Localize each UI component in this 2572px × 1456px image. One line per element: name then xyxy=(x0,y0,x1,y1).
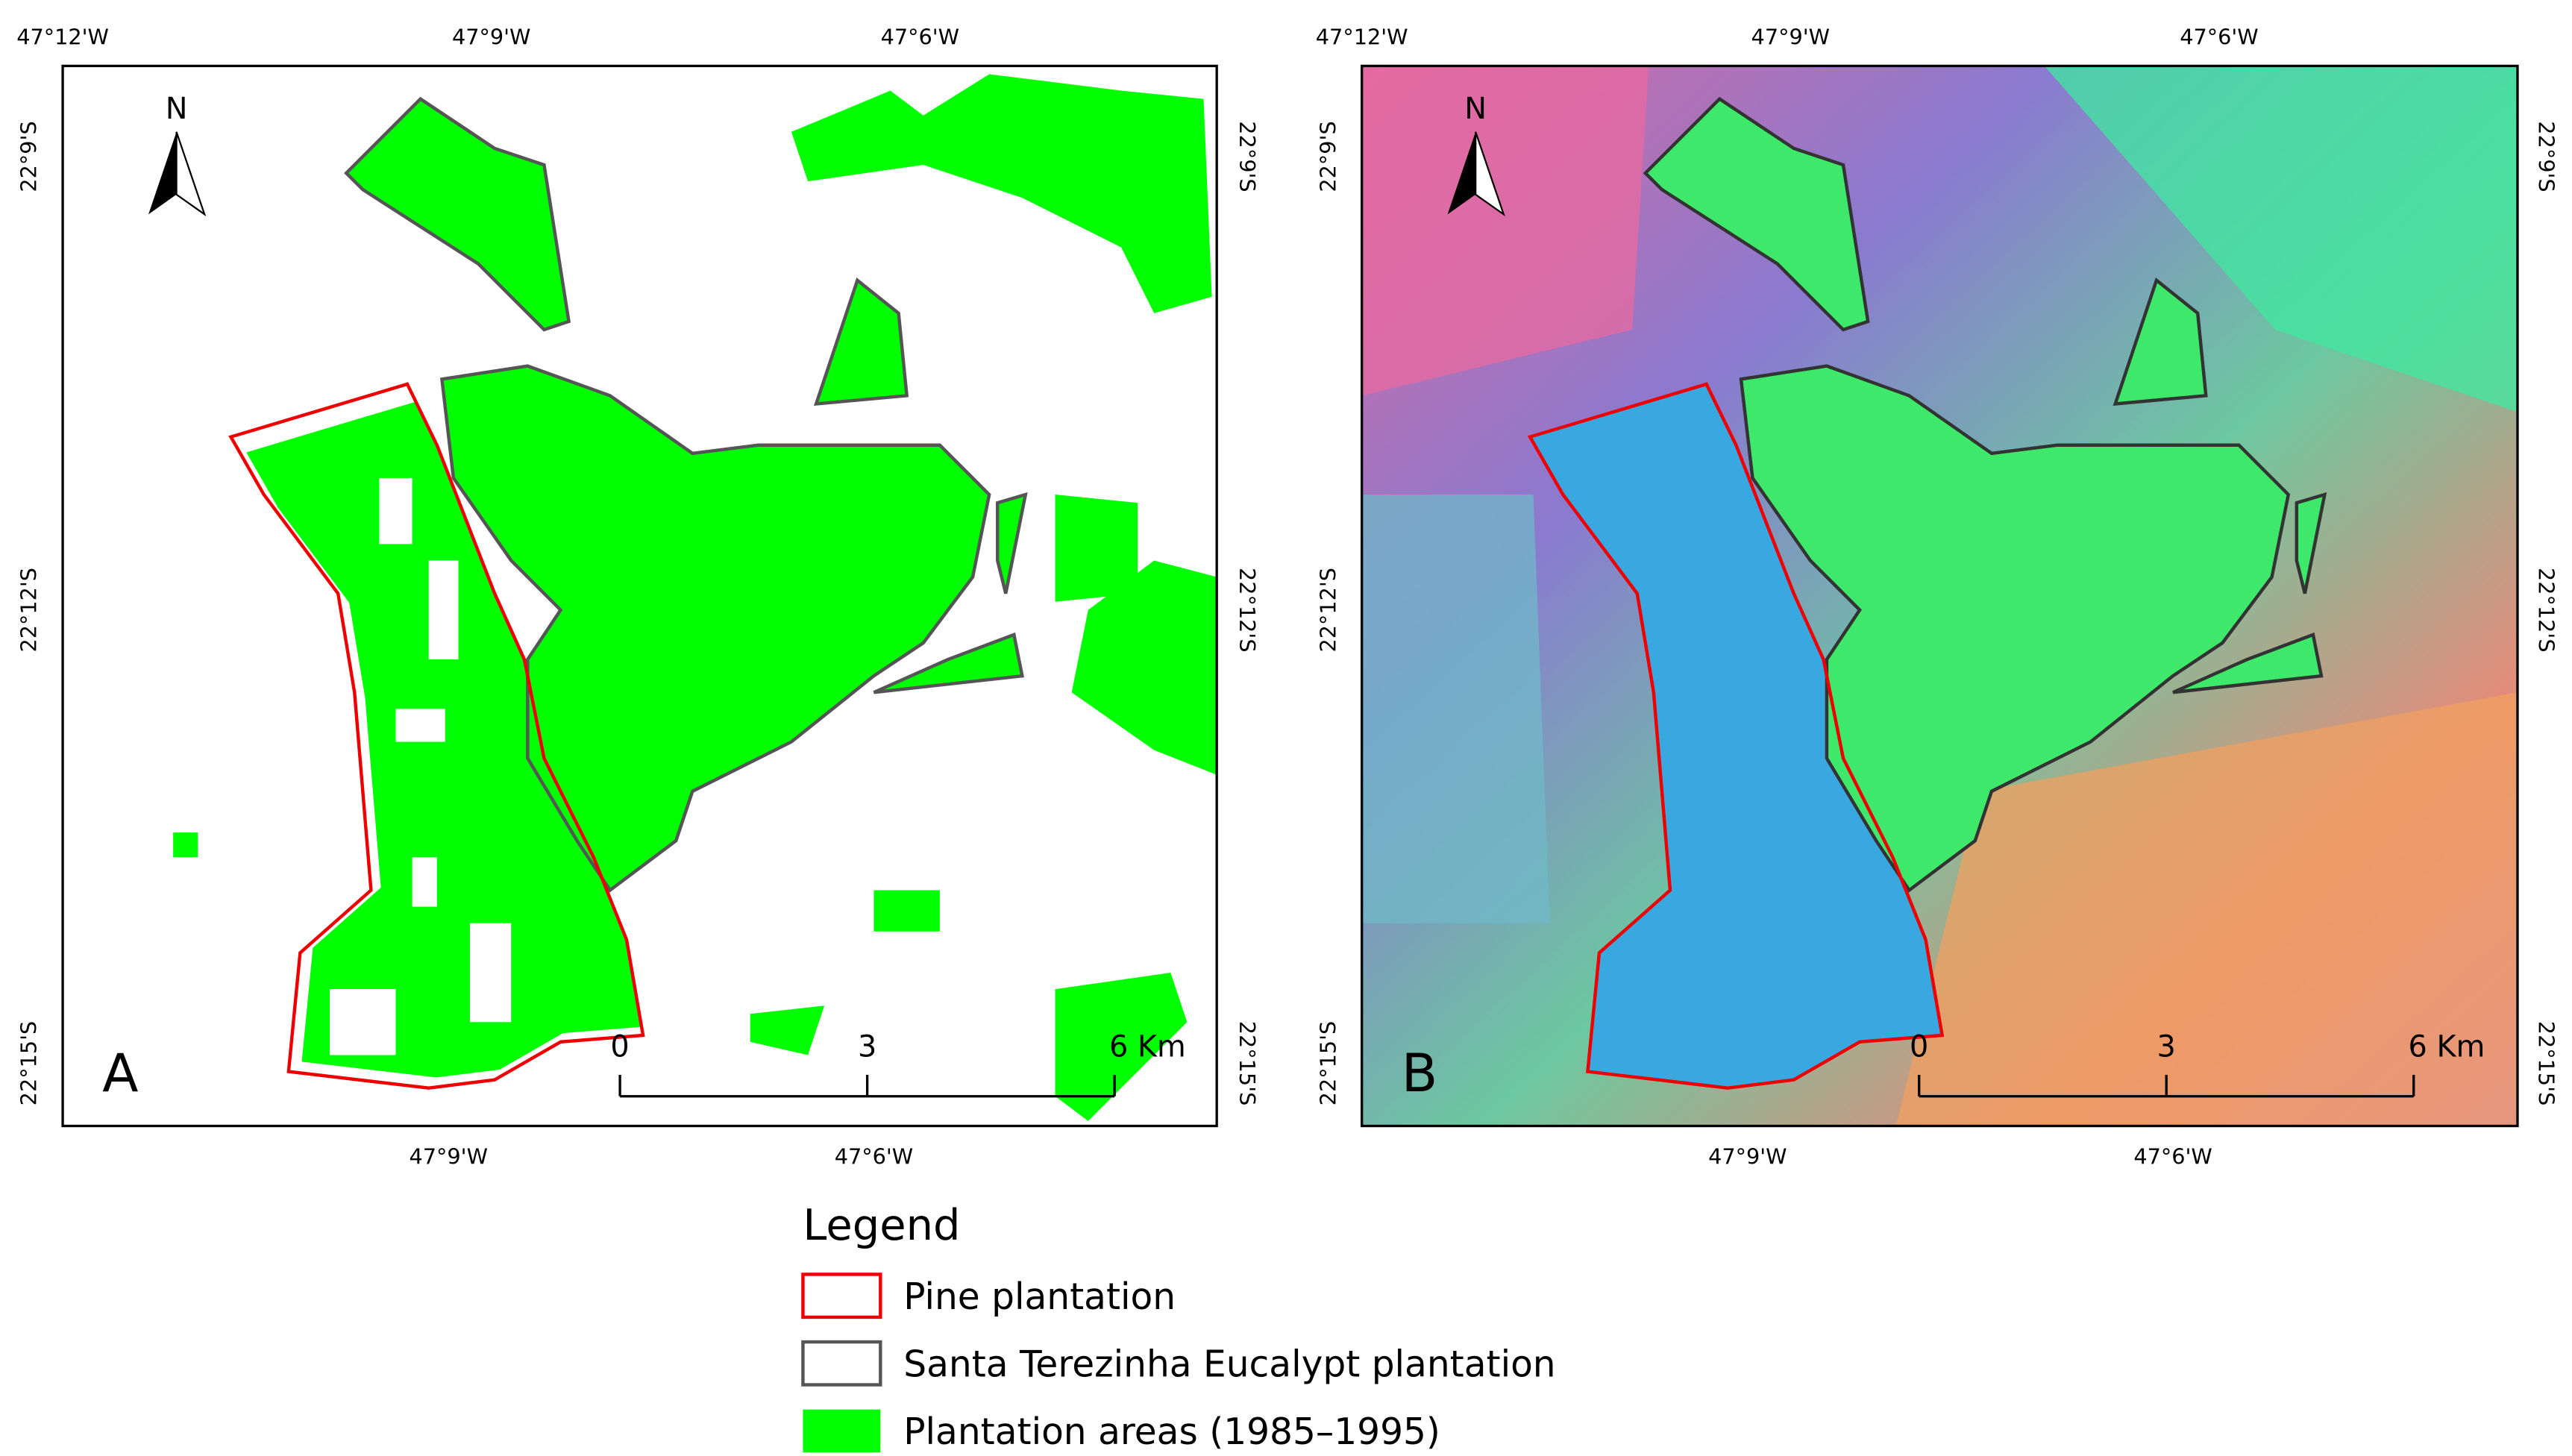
legend-item: Plantation areas (1985–1995) xyxy=(903,1411,1440,1453)
panel-label: B xyxy=(1402,1042,1438,1104)
scale-label: 6 Km xyxy=(1109,1030,1186,1064)
lon-tick-label: 47°12'W xyxy=(16,25,109,50)
frame-b xyxy=(1361,64,2519,1128)
lon-tick-label: 47°9'W xyxy=(1751,25,1830,50)
panel-label: A xyxy=(102,1042,138,1104)
legend-swatch xyxy=(803,1409,881,1453)
lon-tick-label: 47°9'W xyxy=(452,25,530,50)
lat-tick-label: 22°9'S xyxy=(1235,121,1260,192)
lon-tick-label: 47°6'W xyxy=(2180,25,2258,50)
map-b xyxy=(1361,66,2518,1126)
lat-tick-label: 22°12'S xyxy=(16,568,42,653)
map-a xyxy=(63,66,1217,1126)
lat-tick-label: 22°9'S xyxy=(2534,121,2559,192)
north-arrow xyxy=(1475,131,1505,217)
legend-swatch xyxy=(801,1340,882,1387)
scale-label: 6 Km xyxy=(2409,1030,2485,1064)
scale-label: 0 xyxy=(610,1030,629,1064)
legend-item: Pine plantation xyxy=(903,1276,1176,1318)
scale-label: 0 xyxy=(1910,1030,1928,1064)
legend-title: Legend xyxy=(803,1200,960,1250)
lat-tick-label: 22°15'S xyxy=(1315,1021,1340,1106)
scale-label: 3 xyxy=(2157,1030,2176,1064)
lat-tick-label: 22°9'S xyxy=(1315,121,1340,192)
lat-tick-label: 22°15'S xyxy=(1235,1021,1260,1106)
lat-tick-label: 22°15'S xyxy=(16,1021,42,1106)
lon-tick-label: 47°6'W xyxy=(835,1143,913,1169)
lon-tick-label: 47°6'W xyxy=(881,25,959,50)
north-label: N xyxy=(166,92,188,126)
frame-a xyxy=(61,64,1218,1128)
lon-tick-label: 47°9'W xyxy=(1708,1143,1787,1169)
lon-tick-label: 47°12'W xyxy=(1316,25,1408,50)
lon-tick-label: 47°9'W xyxy=(410,1143,488,1169)
lat-tick-label: 22°12'S xyxy=(1315,568,1340,653)
scale-label: 3 xyxy=(858,1030,876,1064)
legend-item: Santa Terezinha Eucalypt plantation xyxy=(903,1343,1555,1385)
north-label: N xyxy=(1464,92,1487,126)
lat-tick-label: 22°9'S xyxy=(16,121,42,192)
north-arrow xyxy=(175,131,207,217)
lat-tick-label: 22°12'S xyxy=(2534,568,2559,653)
lat-tick-label: 22°12'S xyxy=(1235,568,1260,653)
legend-swatch xyxy=(801,1273,882,1320)
lon-tick-label: 47°6'W xyxy=(2133,1143,2212,1169)
lat-tick-label: 22°15'S xyxy=(2534,1021,2559,1106)
